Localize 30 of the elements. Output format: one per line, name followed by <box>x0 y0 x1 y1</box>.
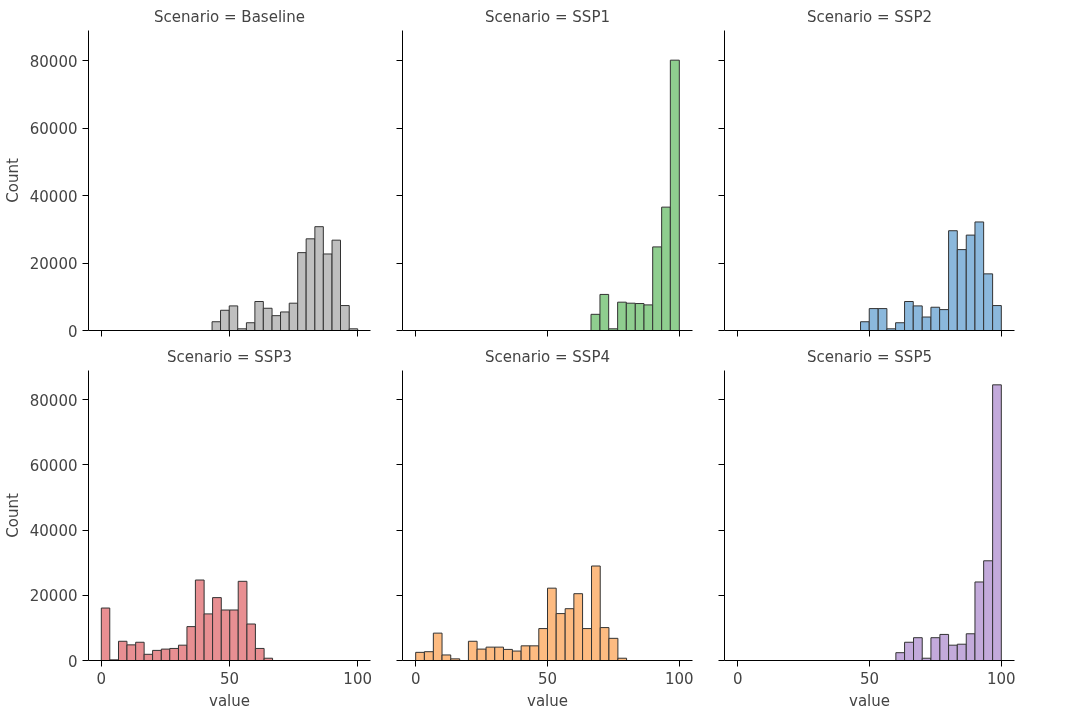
y-tick-label: 80000 <box>29 52 78 71</box>
x-tick-label: 100 <box>343 669 373 688</box>
chart-title: Scenario = SSP2 <box>807 7 932 26</box>
x-tick-label: 0 <box>410 669 421 688</box>
x-tick-label: 0 <box>96 669 107 688</box>
x-axis-title: value <box>527 691 568 710</box>
y-tick-label: 40000 <box>29 522 78 541</box>
x-axis-title: value <box>849 691 890 710</box>
y-tick-label: 0 <box>67 652 78 671</box>
x-tick-label: 0 <box>732 669 743 688</box>
x-tick-label: 100 <box>665 669 694 688</box>
y-axis-title: Count <box>3 493 22 538</box>
y-tick-label: 80000 <box>29 391 78 410</box>
x-tick-label: 50 <box>219 669 240 688</box>
chart-title: Scenario = SSP1 <box>485 7 610 26</box>
y-tick-label: 40000 <box>29 187 78 206</box>
y-tick-label: 60000 <box>29 120 78 139</box>
x-tick-label: 50 <box>537 669 558 688</box>
chart-title: Scenario = SSP5 <box>807 347 932 366</box>
chart-title: Scenario = Baseline <box>154 7 305 26</box>
y-tick-label: 60000 <box>29 456 78 475</box>
x-tick-label: 50 <box>859 669 880 688</box>
x-tick-label: 100 <box>987 669 1016 688</box>
x-axis-title: value <box>209 691 250 710</box>
y-tick-label: 0 <box>67 322 78 341</box>
y-tick-label: 20000 <box>29 255 78 274</box>
y-tick-label: 20000 <box>29 587 78 606</box>
y-axis-title: Count <box>3 158 22 203</box>
chart-title: Scenario = SSP3 <box>167 347 292 366</box>
chart-title: Scenario = SSP4 <box>485 347 610 366</box>
